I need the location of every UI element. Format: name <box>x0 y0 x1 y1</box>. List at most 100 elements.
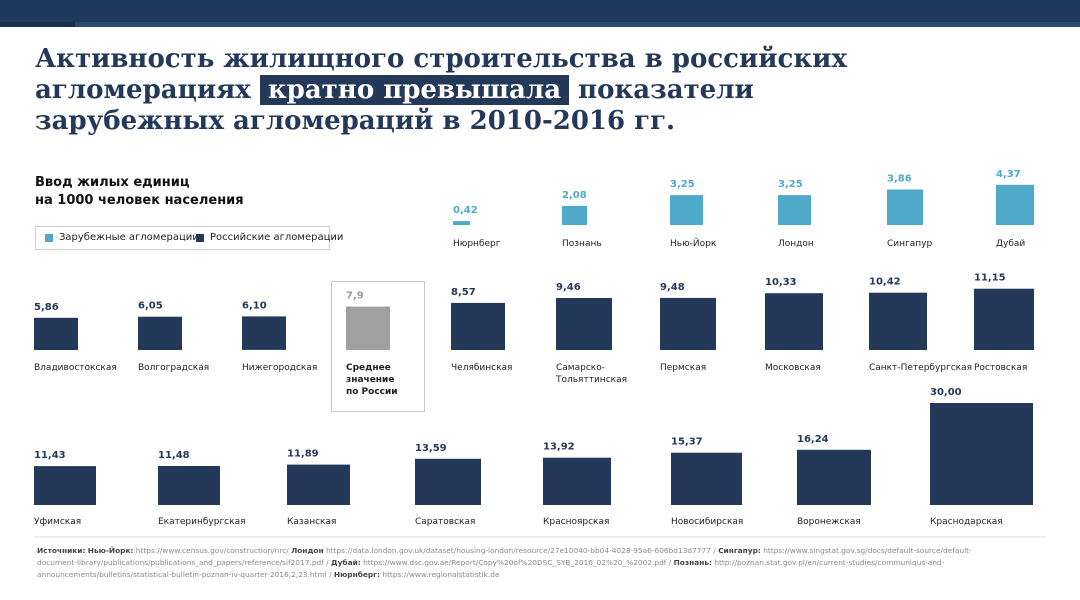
category-label-line: Уфимская <box>34 517 81 527</box>
title-line-2-end: показатели <box>578 75 754 105</box>
source-ny-link[interactable]: https://www.census.gov/construction/nrc/ <box>135 546 289 555</box>
value-label-владивостокская: 5,86 <box>34 302 59 313</box>
value-label-познань: 2,08 <box>562 190 587 201</box>
source-london-link[interactable]: https://data.london.gov.uk/dataset/housi… <box>325 546 716 555</box>
category-label-line: Нижегородская <box>242 363 317 373</box>
sources-footnote: Источники: Нью-Йорк: https://www.census.… <box>37 545 977 581</box>
category-label-line: Среднее <box>346 363 391 373</box>
source-nuremberg-link[interactable]: https://www.regionalstatistik.de <box>382 570 500 579</box>
top-banner-stripe <box>0 22 1080 27</box>
category-label-line: Саратовская <box>415 517 475 527</box>
bar-уфимская <box>34 466 96 505</box>
category-label-самарско-тольяттинская: Самарско- Тольяттинская <box>555 363 627 385</box>
value-label-лондон: 3,25 <box>778 179 803 190</box>
bar-владивостокская <box>34 317 78 350</box>
value-label-воронежская: 16,24 <box>797 434 829 445</box>
category-label-красноярская: Красноярская <box>543 517 609 527</box>
category-label-волгоградская: Волгоградская <box>138 363 209 373</box>
source-sg-label: Сингапур: <box>718 546 761 555</box>
source-ny-label: Нью-Йорк: <box>87 546 134 555</box>
value-label-самарско-тольяттинская: 9,46 <box>556 282 581 293</box>
category-label-line: Познань <box>562 239 602 249</box>
category-label-московская: Московская <box>765 363 821 373</box>
category-label-line: Екатеринбургская <box>158 517 246 527</box>
source-dubai-link[interactable]: https://www.dsc.gov.ae/Report/Copy%20of%… <box>363 558 672 567</box>
bar-казанская <box>287 464 350 505</box>
category-label-line: Тольяттинская <box>555 375 627 385</box>
category-label-новосибирская: Новосибирская <box>671 517 743 527</box>
value-label-новосибирская: 15,37 <box>671 437 703 448</box>
category-label-line: Нью-Йорк <box>670 237 717 249</box>
bar-нюрнберг <box>453 221 470 225</box>
value-label-нижегородская: 6,10 <box>242 300 267 311</box>
category-label-нижегородская: Нижегородская <box>242 363 317 373</box>
category-label-нью-йорк: Нью-Йорк <box>670 237 717 249</box>
bar-лондон <box>778 195 811 225</box>
bar-санкт-петербургская <box>869 292 927 350</box>
value-label-саратовская: 13,59 <box>415 443 447 454</box>
category-label-line: Санкт-Петербургская <box>869 363 972 373</box>
category-label-екатеринбургская: Екатеринбургская <box>158 517 246 527</box>
category-label-line: Самарско- <box>556 363 605 373</box>
value-label-московская: 10,33 <box>765 277 797 288</box>
value-label-нью-йорк: 3,25 <box>670 179 695 190</box>
bar-волгоградская <box>138 316 182 350</box>
category-label-ростовская: Ростовская <box>974 363 1027 373</box>
category-label-line: Нюрнберг <box>453 239 501 249</box>
bar-ростовская <box>974 288 1034 350</box>
source-dubai-label: Дубай: <box>331 558 361 567</box>
source-london-label: Лондон <box>291 546 324 555</box>
category-label-пермская: Пермская <box>660 363 706 373</box>
category-label-line: Новосибирская <box>671 517 743 527</box>
category-label-line: Казанская <box>287 517 336 527</box>
category-label-лондон: Лондон <box>778 239 814 249</box>
value-label-пермская: 9,48 <box>660 282 685 293</box>
title-line-3: зарубежных агломераций в 2010-2016 гг. <box>35 106 676 136</box>
value-label-среднее-значение-по-россии: 7,9 <box>346 291 364 302</box>
category-label-сингапур: Сингапур <box>887 239 932 249</box>
bar-краснодарская <box>930 403 1033 505</box>
value-label-красноярская: 13,92 <box>543 442 575 453</box>
bar-сингапур <box>887 189 923 225</box>
category-label-line: Волгоградская <box>138 363 209 373</box>
category-label-line: Дубай <box>996 239 1025 249</box>
category-label-казанская: Казанская <box>287 517 336 527</box>
chart-subtitle-line-1: Ввод жилых единиц <box>35 175 190 190</box>
category-label-line: Сингапур <box>887 239 932 249</box>
bar-новосибирская <box>671 452 742 505</box>
category-label-line: Краснодарская <box>930 517 1003 527</box>
category-label-дубай: Дубай <box>996 239 1025 249</box>
average-highlight-box <box>331 281 425 412</box>
title-highlight: кратно превышала <box>259 75 570 105</box>
sources-label: Источники: <box>37 546 86 555</box>
legend-label-russian: Российские агломерации <box>210 232 344 243</box>
chart-legend: Зарубежные агломерации Российские агломе… <box>35 226 343 250</box>
bar-познань <box>562 205 587 225</box>
category-label-line: Владивостокская <box>34 363 117 373</box>
category-label-владивостокская: Владивостокская <box>34 363 117 373</box>
source-sg-link[interactable]: https://www.singstat.gov.sg/docs/default… <box>37 546 972 567</box>
value-label-уфимская: 11,43 <box>34 450 66 461</box>
page-title: Активность жилищного строительства в рос… <box>35 44 1035 137</box>
source-poznan-link[interactable]: http://poznan.stat.gov.pl/en/current-stu… <box>37 558 945 579</box>
bar-воронежская <box>797 449 871 505</box>
chart-subtitle-line-2: на 1000 человек населения <box>35 193 244 208</box>
category-label-line: Челябинская <box>451 363 512 373</box>
category-label-line: Пермская <box>660 363 706 373</box>
value-label-челябинская: 8,57 <box>451 287 476 298</box>
category-label-уфимская: Уфимская <box>34 517 81 527</box>
category-label-line: Ростовская <box>974 363 1027 373</box>
bar-среднее-значение-по-россии <box>346 306 390 351</box>
value-label-санкт-петербургская: 10,42 <box>869 277 901 288</box>
value-label-ростовская: 11,15 <box>974 273 1006 284</box>
source-poznan-label: Познань: <box>673 558 712 567</box>
value-label-екатеринбургская: 11,48 <box>158 450 190 461</box>
top-accent-line <box>0 22 75 27</box>
title-line-2-start: агломерациях <box>35 75 251 105</box>
category-label-line: Лондон <box>778 239 814 249</box>
bar-челябинская <box>451 302 505 350</box>
top-banner <box>0 0 1080 22</box>
category-label-челябинская: Челябинская <box>451 363 512 373</box>
category-label-line: Красноярская <box>543 517 609 527</box>
category-label-саратовская: Саратовская <box>415 517 475 527</box>
